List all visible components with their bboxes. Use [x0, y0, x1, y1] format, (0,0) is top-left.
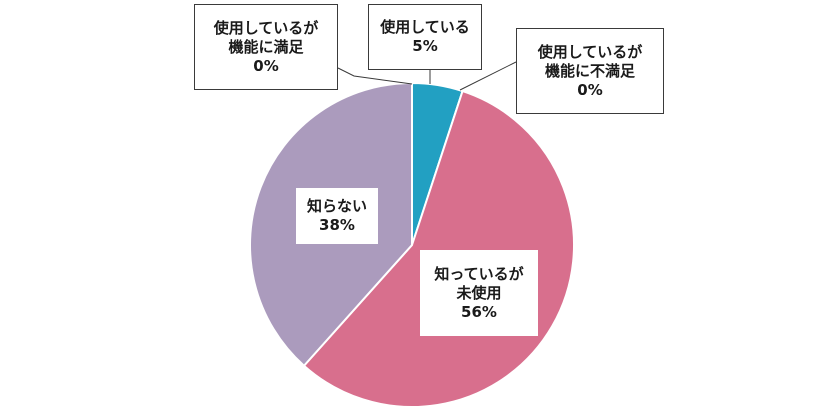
slice-value-using: 5% — [412, 37, 438, 55]
slice-value-using-dissatisfied: 0% — [577, 80, 603, 99]
leader-line-using-satisfied — [337, 67, 413, 85]
slice-label-using-satisfied-line1: 使用しているが — [213, 18, 319, 37]
slice-label-using: 使用している 5% — [368, 4, 482, 70]
slice-label-unaware: 知らない 38% — [296, 188, 378, 244]
slice-label-using-dissatisfied: 使用しているが 機能に不満足 0% — [516, 28, 664, 114]
slice-label-aware-unused-line2: 未使用 — [456, 283, 502, 302]
slice-label-unaware-line1: 知らない — [306, 197, 367, 215]
slice-value-using-satisfied: 0% — [253, 56, 279, 75]
slice-label-using-satisfied: 使用しているが 機能に満足 0% — [194, 4, 338, 90]
slice-value-unaware: 38% — [319, 216, 355, 234]
slice-label-aware-unused: 知っているが 未使用 56% — [420, 250, 538, 336]
slice-label-using-satisfied-line2: 機能に満足 — [228, 37, 304, 56]
slice-label-using-dissatisfied-line1: 使用しているが — [537, 42, 643, 61]
slice-label-using-dissatisfied-line2: 機能に不満足 — [544, 61, 635, 80]
slice-label-using-line1: 使用している — [380, 18, 470, 36]
slice-value-aware-unused: 56% — [461, 302, 497, 321]
slice-label-aware-unused-line1: 知っているが — [434, 264, 524, 283]
leader-line-using-dissatisfied — [459, 61, 517, 91]
